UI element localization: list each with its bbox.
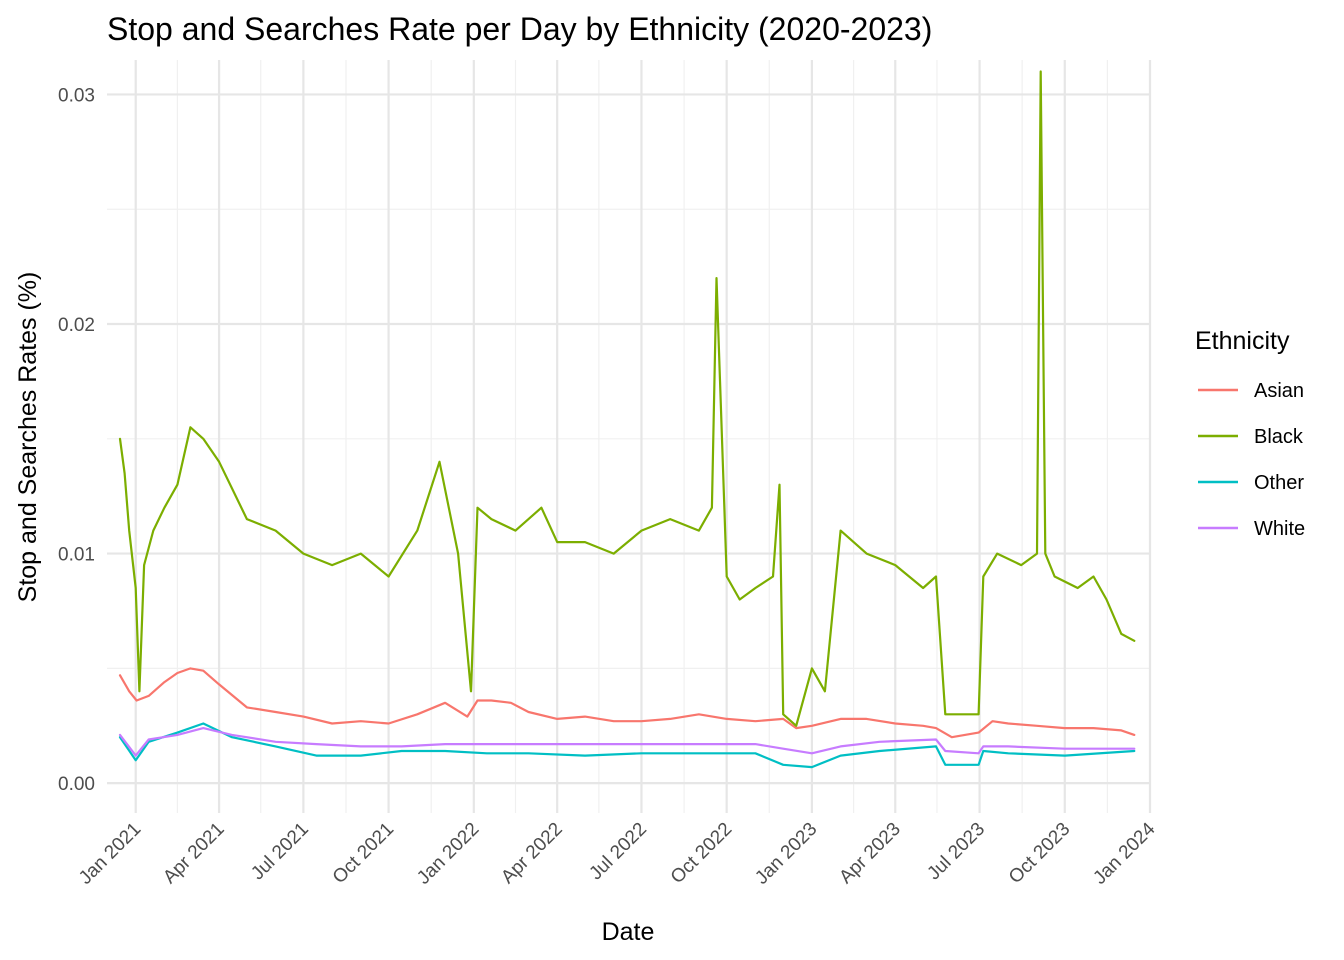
x-tick-label: Jan 2023: [751, 819, 821, 889]
legend-items: Asian Black Other White: [1198, 380, 1305, 540]
series-line-asian: [118, 667, 1136, 739]
x-tick-label: Jul 2023: [923, 819, 989, 885]
x-axis-title: Date: [602, 918, 655, 946]
series-line-black: [118, 70, 1136, 727]
legend-label: White: [1254, 518, 1305, 540]
legend-item-black: Black: [1198, 426, 1304, 448]
series-line-other: [118, 722, 1136, 769]
grid-lines: [107, 60, 1152, 813]
y-tick-label: 0.00: [58, 774, 95, 795]
series-line-white: [118, 726, 1136, 757]
legend-item-white: White: [1198, 518, 1305, 540]
legend-item-asian: Asian: [1198, 380, 1304, 402]
x-tick-label: Oct 2021: [329, 819, 398, 888]
x-tick-label: Jul 2022: [585, 819, 651, 885]
legend-label: Black: [1254, 426, 1304, 448]
y-tick-label: 0.02: [58, 315, 95, 336]
legend-label: Other: [1254, 472, 1304, 494]
y-axis-ticks: 0.00 0.01 0.02 0.03: [58, 85, 95, 795]
x-tick-label: Jan 2022: [413, 819, 483, 889]
x-tick-label: Jul 2021: [247, 819, 313, 885]
chart-title: Stop and Searches Rate per Day by Ethnic…: [107, 11, 932, 47]
y-axis-title: Stop and Searches Rates (%): [14, 272, 42, 603]
x-tick-label: Apr 2021: [159, 819, 228, 888]
x-tick-label: Oct 2023: [1005, 819, 1074, 888]
y-tick-label: 0.03: [58, 85, 95, 106]
legend: Ethnicity Asian Black Other White: [1195, 327, 1305, 540]
x-tick-label: Jan 2024: [1089, 818, 1159, 888]
series-lines: [118, 70, 1136, 769]
legend-label: Asian: [1254, 380, 1304, 402]
x-tick-label: Jan 2021: [75, 819, 145, 889]
x-tick-label: Apr 2023: [835, 819, 904, 888]
legend-item-other: Other: [1198, 472, 1304, 494]
x-tick-label: Oct 2022: [667, 819, 736, 888]
x-axis-ticks: Jan 2021 Apr 2021 Jul 2021 Oct 2021 Jan 2022…: [75, 818, 1160, 888]
y-tick-label: 0.01: [58, 545, 95, 566]
x-tick-label: Apr 2022: [497, 819, 566, 888]
legend-title: Ethnicity: [1195, 327, 1290, 355]
